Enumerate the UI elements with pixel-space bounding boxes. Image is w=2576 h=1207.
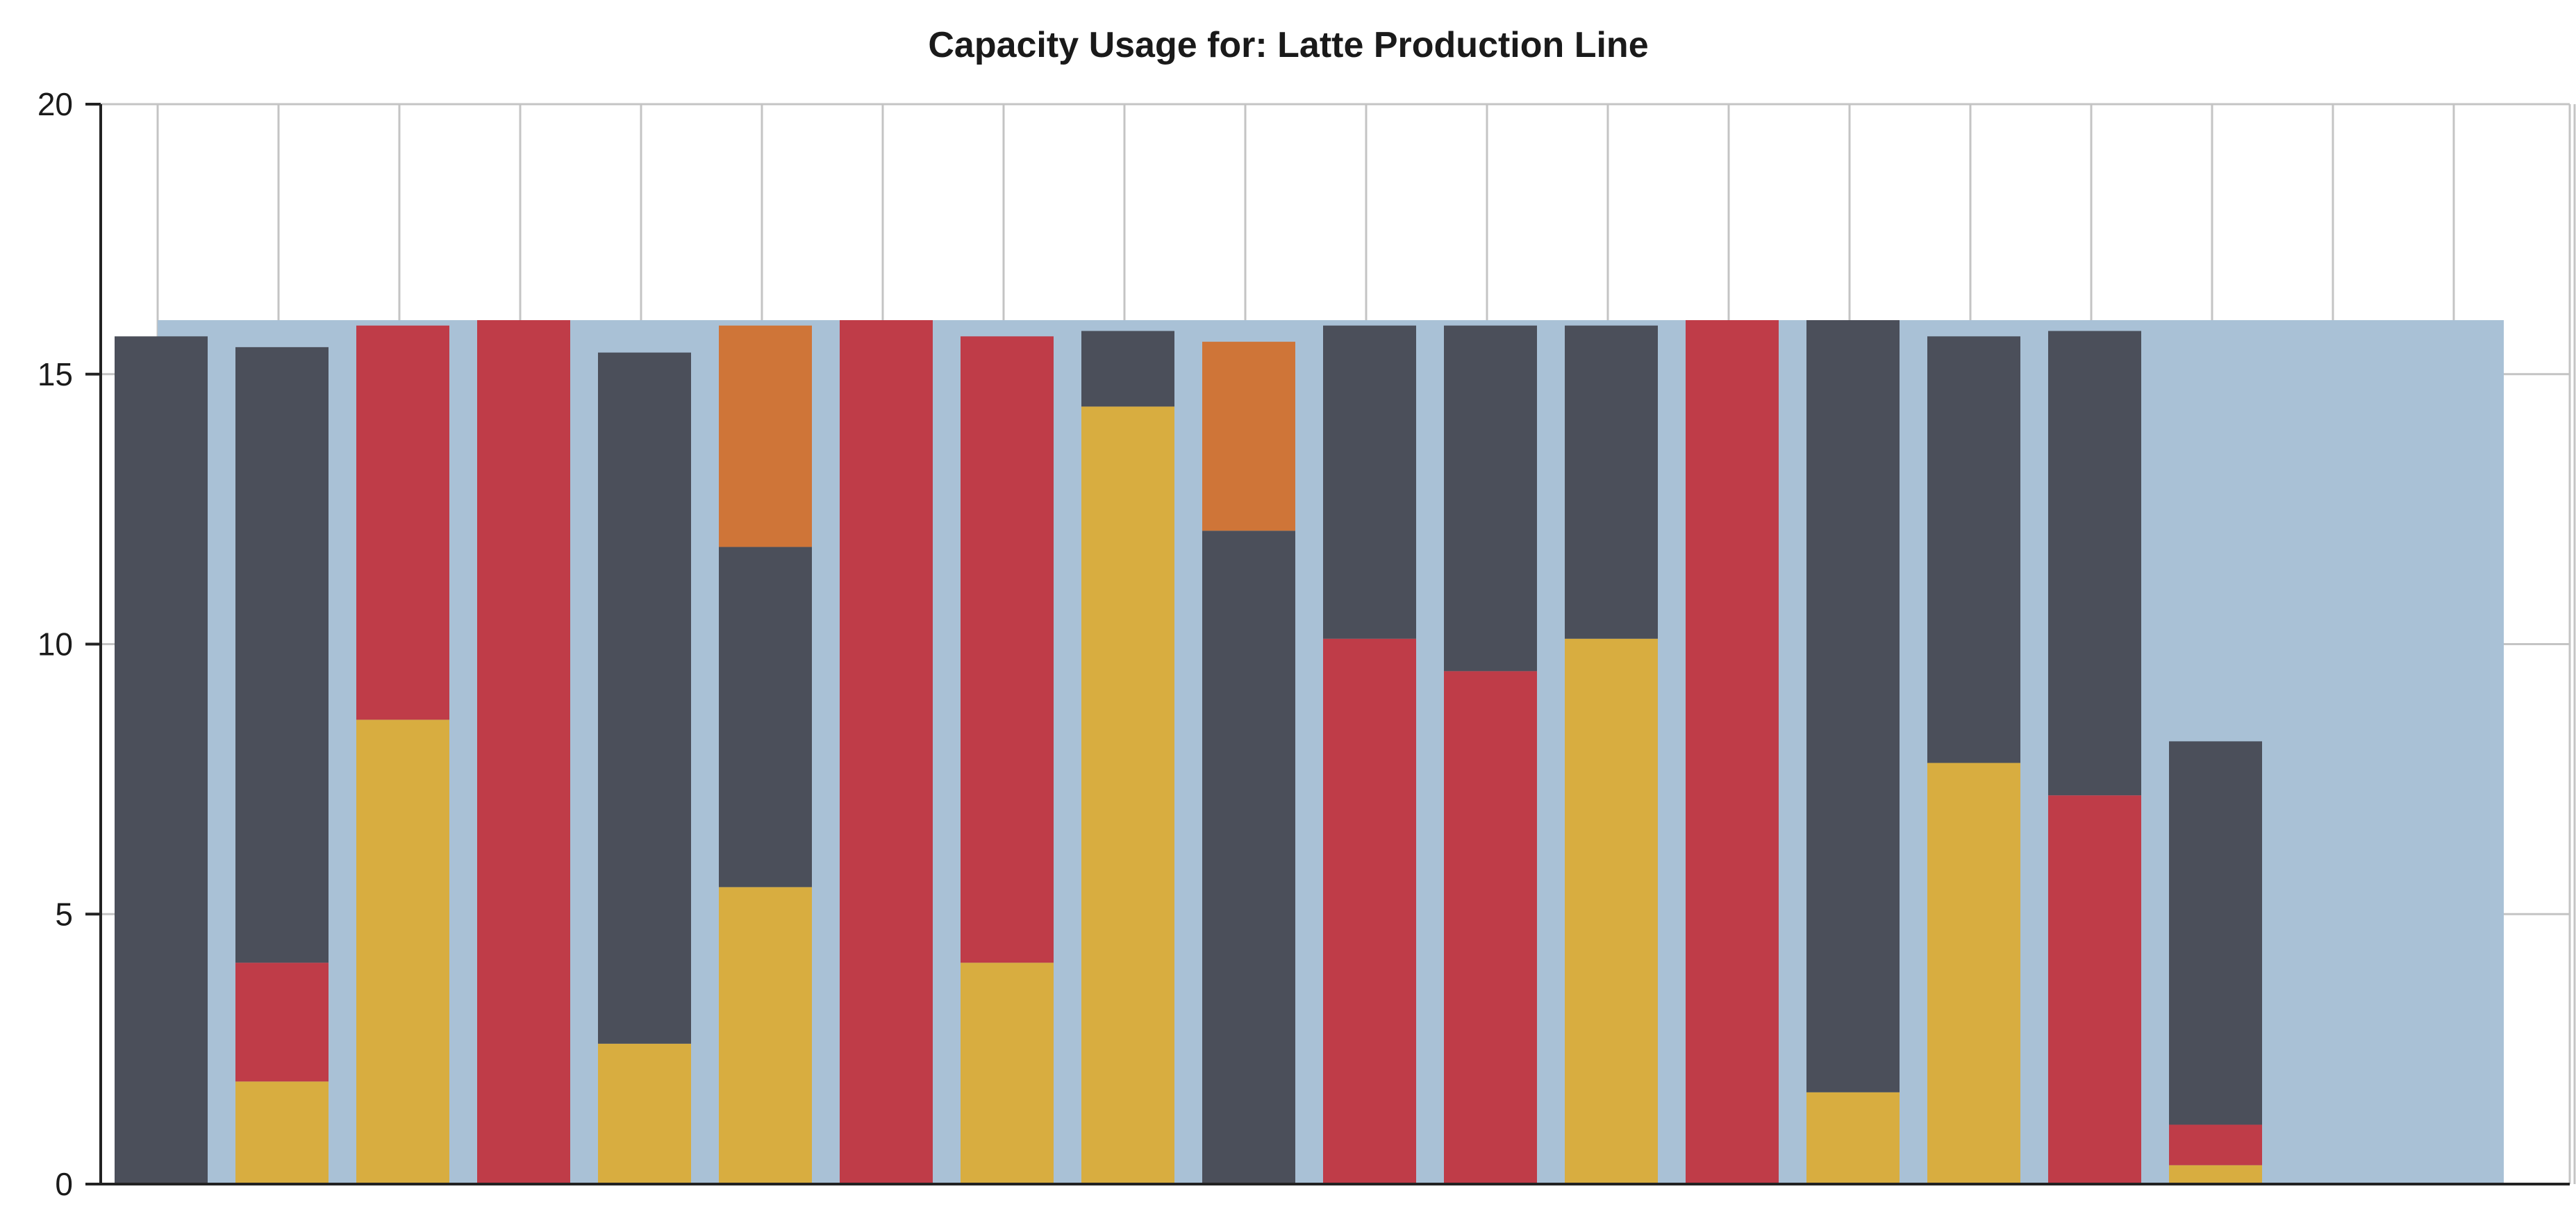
bar-15-segment-yellow [1806,1092,1900,1184]
chart-title: Capacity Usage for: Latte Production Lin… [928,25,1648,65]
bar-10-segment-orange [1202,342,1295,531]
bar-13-segment-gray [1565,325,1658,639]
bar-group-1 [115,336,208,1185]
bar-17-segment-red [2048,795,2141,1184]
bar-group-9 [1081,331,1174,1184]
bar-6-segment-gray [719,547,812,888]
bar-2-segment-red [235,963,329,1082]
bar-9-segment-yellow [1081,406,1174,1184]
bar-6-segment-orange [719,325,812,547]
bar-group-14 [1686,320,1779,1184]
bar-group-4 [477,320,570,1184]
bar-group-10 [1202,342,1295,1184]
bar-17-segment-gray [2048,331,2141,796]
bar-3-segment-yellow [356,719,449,1184]
bar-11-segment-red [1323,638,1416,1184]
bar-16-segment-yellow [1927,763,2020,1184]
bar-9-segment-gray [1081,331,1174,407]
bar-group-18 [2169,741,2262,1184]
bar-group-3 [356,325,449,1184]
bar-13-segment-yellow [1565,638,1658,1184]
bar-5-segment-yellow [598,1043,691,1184]
bar-group-8 [961,336,1054,1184]
y-tick-label-0: 0 [55,1166,73,1202]
bar-group-11 [1323,325,1416,1184]
bar-14-segment-red [1686,320,1779,1184]
bar-3-segment-red [356,325,449,720]
y-tick-label-10: 10 [38,626,73,663]
bar-2-segment-gray [235,347,329,963]
bar-12-segment-red [1444,671,1537,1184]
bar-2-segment-yellow [235,1081,329,1184]
bar-4-segment-red [477,320,570,1184]
axes [85,103,2570,1185]
bar-8-segment-yellow [961,963,1054,1184]
stacked-bars [115,320,2262,1185]
bar-18-segment-red [2169,1124,2262,1165]
y-tick-label-15: 15 [38,356,73,392]
bar-group-7 [840,320,933,1184]
y-tick-label-20: 20 [38,86,73,122]
bar-18-segment-gray [2169,741,2262,1125]
bar-5-segment-gray [598,352,691,1044]
bar-group-13 [1565,325,1658,1184]
bar-16-segment-gray [1927,336,2020,763]
bar-12-segment-gray [1444,325,1537,672]
bar-11-segment-gray [1323,325,1416,639]
bar-18-segment-yellow [2169,1165,2262,1184]
bar-1-segment-gray [115,336,208,1185]
bar-group-12 [1444,325,1537,1184]
bar-7-segment-red [840,320,933,1184]
bar-group-16 [1927,336,2020,1184]
bar-group-2 [235,347,329,1184]
bar-group-15 [1806,320,1900,1184]
bar-15-segment-gray [1806,320,1900,1092]
bar-8-segment-red [961,336,1054,963]
y-tick-label-5: 5 [55,896,73,932]
bar-group-5 [598,352,691,1184]
bar-10-segment-gray [1202,531,1295,1184]
y-tick-labels: 0 5 10 15 20 [38,86,73,1202]
bar-group-6 [719,325,812,1184]
bar-group-17 [2048,331,2141,1184]
bar-6-segment-yellow [719,887,812,1184]
